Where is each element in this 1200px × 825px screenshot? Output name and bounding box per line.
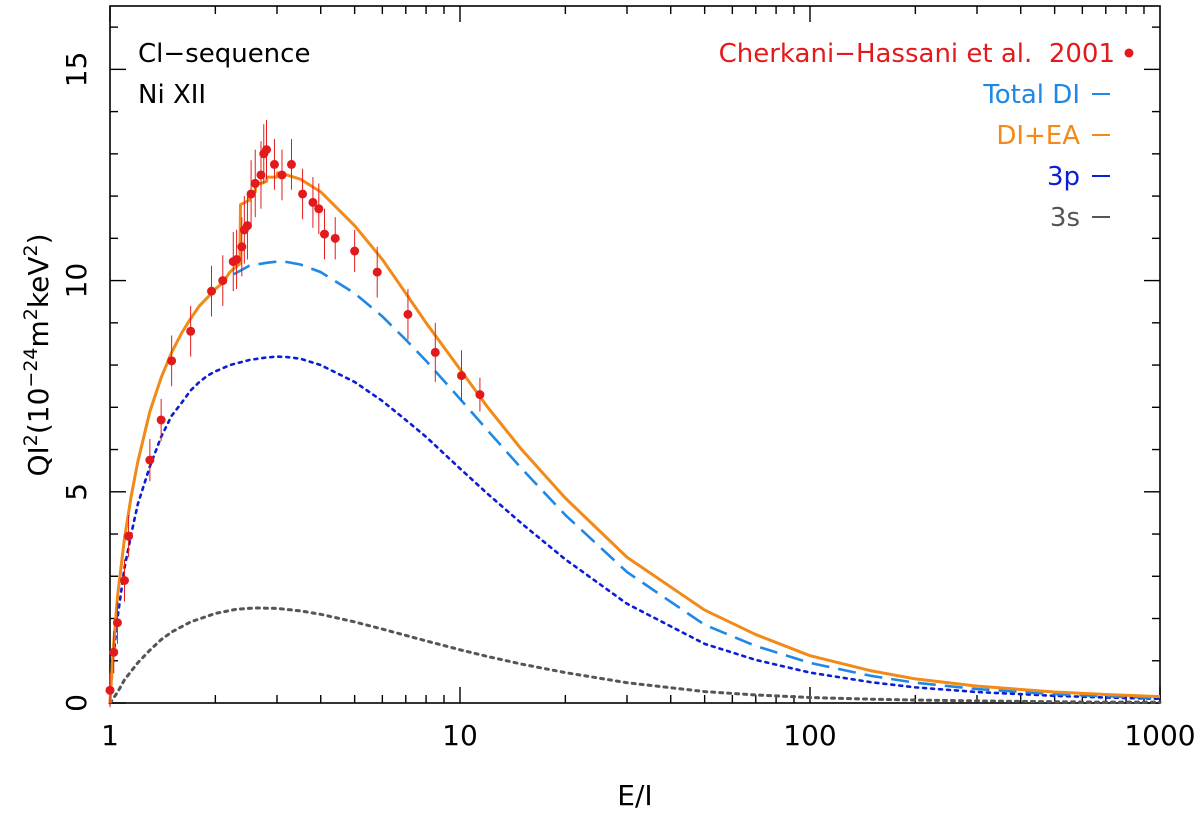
data-point xyxy=(308,197,318,207)
y-label-part: keV xyxy=(22,256,55,308)
data-point xyxy=(167,356,177,366)
data-point xyxy=(262,145,272,155)
data-point xyxy=(145,455,155,465)
data-point xyxy=(277,170,287,180)
y-label-part: (10 xyxy=(22,388,55,435)
x-axis-ticks xyxy=(109,6,1161,703)
legend-label-di-ea: DI+EA xyxy=(996,121,1080,151)
data-point xyxy=(372,267,382,277)
series-line-di-ea xyxy=(108,171,1161,704)
legend-label-points: Cherkani−Hassani et al. 2001 xyxy=(719,39,1115,69)
y-label-part: m xyxy=(22,320,55,347)
x-tick-label: 10 xyxy=(442,719,478,752)
y-tick-label: 0 xyxy=(60,694,93,712)
y-tick-label: 15 xyxy=(60,52,93,88)
data-point xyxy=(105,685,115,695)
data-point xyxy=(298,189,308,199)
x-axis-label: E/I xyxy=(617,779,652,812)
y-label-part: QI xyxy=(22,446,55,476)
series-line-3s xyxy=(108,606,1162,705)
plot-frame xyxy=(109,5,1161,704)
annotation-sequence: Cl−sequence xyxy=(138,39,310,69)
legend-marker-points xyxy=(1124,48,1134,58)
data-point xyxy=(246,189,256,199)
y-label-sup: −24 xyxy=(20,347,42,387)
data-point xyxy=(350,246,360,256)
y-label-sup: 2 xyxy=(20,308,42,320)
legend: Cherkani−Hassani et al. 2001 Total DI DI… xyxy=(719,39,1134,233)
data-point xyxy=(232,254,242,264)
data-point xyxy=(475,390,485,400)
y-label-sup: 2 xyxy=(20,244,42,256)
x-tick-label: 100 xyxy=(783,719,836,752)
data-point xyxy=(109,647,119,657)
x-tick-labels: 1 10 100 1000 xyxy=(101,719,1196,752)
y-tick-label: 10 xyxy=(60,263,93,299)
data-points-layer xyxy=(105,120,485,708)
series-line-3p xyxy=(108,355,1162,705)
data-point xyxy=(112,618,122,628)
legend-label-3s: 3s xyxy=(1050,203,1080,233)
data-point xyxy=(242,221,252,231)
data-point xyxy=(330,233,340,243)
data-point xyxy=(186,326,196,336)
data-point xyxy=(124,531,134,541)
legend-label-3p: 3p xyxy=(1047,162,1080,192)
data-point xyxy=(237,242,247,252)
annotation-ion: Ni XII xyxy=(138,80,206,110)
y-tick-labels: 0 5 10 15 xyxy=(60,52,93,712)
data-point xyxy=(430,347,440,357)
data-point xyxy=(156,415,166,425)
data-point xyxy=(457,371,467,381)
data-point xyxy=(403,309,413,319)
series-layer xyxy=(108,171,1162,705)
data-point xyxy=(218,276,228,286)
y-axis-ticks xyxy=(110,26,1160,704)
y-label-sup: 2 xyxy=(20,434,42,446)
legend-label-total-di: Total DI xyxy=(982,80,1080,110)
data-point xyxy=(256,170,266,180)
data-point xyxy=(250,178,260,188)
data-point xyxy=(207,286,217,296)
x-tick-label: 1 xyxy=(101,719,119,752)
data-point xyxy=(314,204,324,214)
y-label-part: ) xyxy=(22,233,55,244)
data-point xyxy=(319,229,329,239)
x-tick-label: 1000 xyxy=(1124,719,1195,752)
y-tick-label: 5 xyxy=(60,483,93,501)
data-point xyxy=(269,159,279,169)
series-line-total-di xyxy=(108,260,1161,704)
y-axis-label: QI2(10−24m2keV2) xyxy=(20,233,55,476)
data-point xyxy=(286,159,296,169)
data-point xyxy=(119,575,129,585)
